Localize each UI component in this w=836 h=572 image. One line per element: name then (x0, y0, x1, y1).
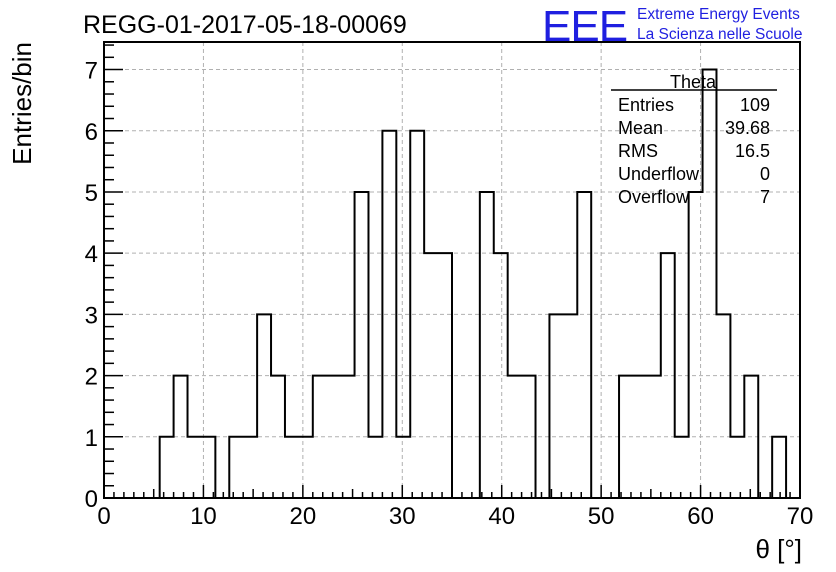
logo-line-2: La Scienza nelle Scuole (637, 26, 802, 43)
stats-value-rms: 16.5 (735, 141, 770, 161)
x-tick-label: 70 (787, 503, 814, 530)
run-title: REGG-01-2017-05-18-00069 (83, 11, 407, 39)
y-tick-label: 2 (85, 364, 98, 391)
y-tick-label: 7 (85, 58, 98, 85)
y-tick-label: 0 (85, 486, 98, 513)
x-tick-label: 30 (389, 503, 416, 530)
stats-value-underflow: 0 (760, 164, 770, 184)
stats-label-mean: Mean (618, 118, 663, 138)
x-tick-label: 10 (190, 503, 217, 530)
x-tick-label: 50 (588, 503, 615, 530)
x-tick-label: 60 (687, 503, 714, 530)
stats-value-overflow: 7 (760, 187, 770, 207)
stats-label-rms: RMS (618, 141, 658, 161)
axis-ticks (103, 44, 801, 499)
x-axis-label: θ [°] (755, 534, 802, 564)
y-axis-label: Entries/bin (7, 42, 37, 165)
stats-box-title: Theta (670, 72, 717, 92)
x-tick-label: 20 (290, 503, 317, 530)
x-tick-labels: 0 10 20 30 40 50 60 70 (97, 503, 813, 530)
logo-line-1: Extreme Energy Events (637, 6, 800, 23)
stats-label-underflow: Underflow (618, 164, 700, 184)
eee-logo-text: EEE (542, 2, 627, 51)
x-tick-label: 40 (488, 503, 515, 530)
stats-box: Theta Entries 109 Mean 39.68 RMS 16.5 Un… (611, 72, 777, 207)
y-tick-label: 6 (85, 119, 98, 146)
y-tick-label: 5 (85, 180, 98, 207)
stats-label-entries: Entries (618, 95, 674, 115)
eee-logo: EEE Extreme Energy Events La Scienza nel… (542, 2, 802, 51)
stats-value-entries: 109 (740, 95, 770, 115)
y-tick-label: 3 (85, 302, 98, 329)
x-tick-label: 0 (97, 503, 110, 530)
stats-label-overflow: Overflow (618, 187, 690, 207)
stats-value-mean: 39.68 (725, 118, 770, 138)
grid-lines (104, 42, 800, 498)
y-tick-label: 1 (85, 425, 98, 452)
y-tick-labels: 0 1 2 3 4 5 6 7 (85, 58, 98, 513)
y-tick-label: 4 (85, 241, 98, 268)
